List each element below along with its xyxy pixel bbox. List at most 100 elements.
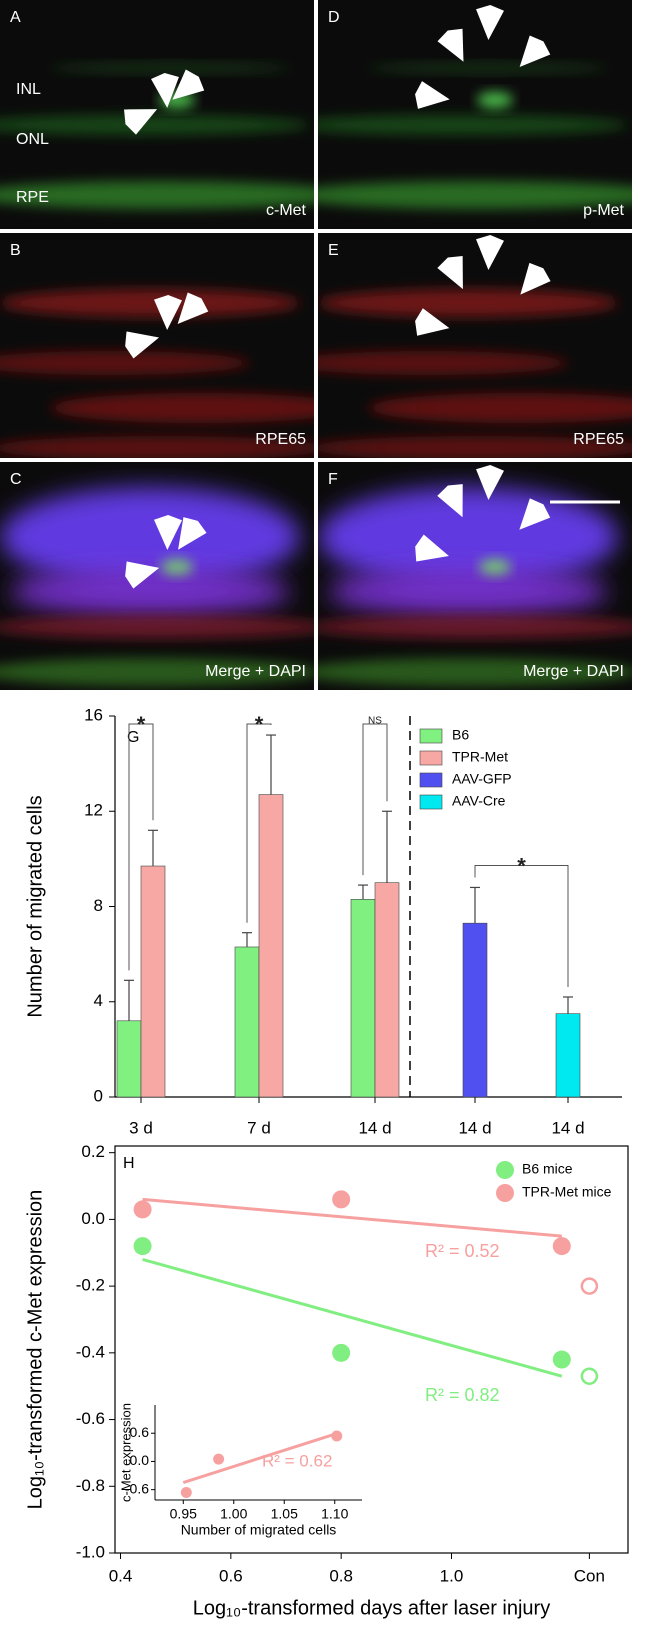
arrowhead xyxy=(178,517,207,550)
x-tick-label: 7 d xyxy=(247,1118,271,1137)
tissue-band xyxy=(0,181,314,209)
tissue-band xyxy=(318,615,632,639)
tissue-band xyxy=(368,63,608,73)
data-point xyxy=(332,1343,351,1362)
inset-x-tick-label: 1.00 xyxy=(220,1506,247,1522)
bar xyxy=(140,865,166,1098)
significance-bracket xyxy=(128,723,154,971)
tissue-band xyxy=(0,289,300,317)
micrograph: Dp-Met xyxy=(318,0,632,229)
tissue-band xyxy=(50,63,290,73)
fit-line xyxy=(142,1257,563,1378)
stain-label: c-Met xyxy=(266,202,307,219)
y-axis-label: Number of migrated cells xyxy=(24,795,46,1017)
significance-label: NS xyxy=(368,716,382,727)
significance-bracket xyxy=(474,864,569,987)
y-tick-label: -0.8 xyxy=(76,1476,105,1495)
data-point xyxy=(133,1237,152,1256)
panel-letter: A xyxy=(10,9,21,26)
panel-background xyxy=(318,233,632,458)
stain-label: Merge + DAPI xyxy=(205,663,306,680)
tissue-band xyxy=(318,115,628,135)
arrowhead xyxy=(172,69,205,100)
inset-x-axis-label: Number of migrated cells xyxy=(181,1522,337,1538)
x-tick-label: 14 d xyxy=(358,1118,391,1137)
y-tick-label: -0.4 xyxy=(76,1342,105,1361)
panel-letter: E xyxy=(328,242,339,259)
inset-x-tick-label: 1.05 xyxy=(271,1506,298,1522)
panel-background xyxy=(0,233,314,458)
plot-frame xyxy=(114,1145,629,1554)
tissue-band xyxy=(318,181,632,209)
stain-label: RPE65 xyxy=(255,431,306,448)
arrowhead xyxy=(437,255,463,290)
legend-label: AAV-GFP xyxy=(452,771,512,787)
y-tick-label: 0.0 xyxy=(81,1209,105,1228)
arrowhead xyxy=(415,308,450,336)
arrowhead xyxy=(415,534,449,562)
significance-label: * xyxy=(517,853,526,878)
tissue-texture xyxy=(0,63,314,209)
y-tick-label: -0.6 xyxy=(76,1409,105,1428)
arrowhead xyxy=(476,465,504,500)
fit-line xyxy=(142,1197,562,1238)
legend-swatch xyxy=(419,794,443,810)
tissue-band xyxy=(479,559,511,575)
arrowhead xyxy=(125,331,160,359)
arrowhead xyxy=(476,5,504,40)
stain-label: p-Met xyxy=(583,202,624,219)
y-tick-label: 12 xyxy=(84,801,103,820)
inset-y-tick-label: 0.0 xyxy=(130,1452,150,1468)
tissue-band xyxy=(477,92,513,108)
tissue-band xyxy=(10,567,290,617)
y-tick-label: -1.0 xyxy=(76,1542,105,1561)
stain-label: RPE65 xyxy=(573,431,624,448)
tissue-band xyxy=(318,436,632,458)
significance-bracket xyxy=(246,723,272,923)
inset-point xyxy=(180,1486,192,1498)
micrograph: B RPE65 xyxy=(0,233,314,458)
panel-letter: G xyxy=(127,729,139,746)
bar xyxy=(555,1013,581,1098)
y-tick-label: 4 xyxy=(94,991,103,1010)
legend-swatch xyxy=(419,728,443,744)
bar xyxy=(116,1020,142,1098)
tissue-band xyxy=(0,615,314,639)
legend-swatch xyxy=(419,772,443,788)
inset-point xyxy=(331,1430,343,1442)
arrowhead xyxy=(437,28,464,62)
inset-x-tick-label: 1.10 xyxy=(321,1506,348,1522)
panel-letter: C xyxy=(10,471,22,488)
r-squared-label: R² = 0.52 xyxy=(425,1241,500,1261)
stain-label: Merge + DAPI xyxy=(523,663,624,680)
bar xyxy=(374,882,400,1098)
x-tick-label: 3 d xyxy=(129,1118,153,1137)
bar xyxy=(234,946,260,1098)
x-tick-label: 0.4 xyxy=(109,1566,133,1585)
inset-x-tick-label: 0.95 xyxy=(170,1506,197,1522)
arrowhead xyxy=(124,109,158,135)
x-tick-label: 14 d xyxy=(551,1118,584,1137)
tissue-band xyxy=(0,658,314,686)
inset-point xyxy=(213,1453,225,1465)
arrowhead xyxy=(125,561,160,589)
data-point xyxy=(552,1237,571,1256)
inset-r-squared-label: R² = 0.62 xyxy=(262,1451,332,1470)
tissue-texture xyxy=(318,63,632,209)
inset-y-axis-label: c-Met expression xyxy=(118,1403,133,1502)
data-point xyxy=(332,1190,351,1209)
y-tick-label: 0 xyxy=(94,1086,103,1105)
arrowhead xyxy=(177,292,209,325)
micrograph: A INL ONL RPE c-Met xyxy=(0,0,314,229)
tissue-band xyxy=(318,351,568,375)
y-tick-label: 16 xyxy=(84,705,103,724)
micrograph: F Merge + DAPI xyxy=(318,462,632,690)
panel-letter: B xyxy=(10,242,21,259)
inset-fit-line xyxy=(182,1432,336,1485)
inset-y-tick-label: -0.6 xyxy=(125,1480,149,1496)
legend-swatch xyxy=(419,750,443,766)
x-tick-label: 14 d xyxy=(458,1118,491,1137)
panel-letter: D xyxy=(328,9,340,26)
data-point xyxy=(133,1200,152,1219)
